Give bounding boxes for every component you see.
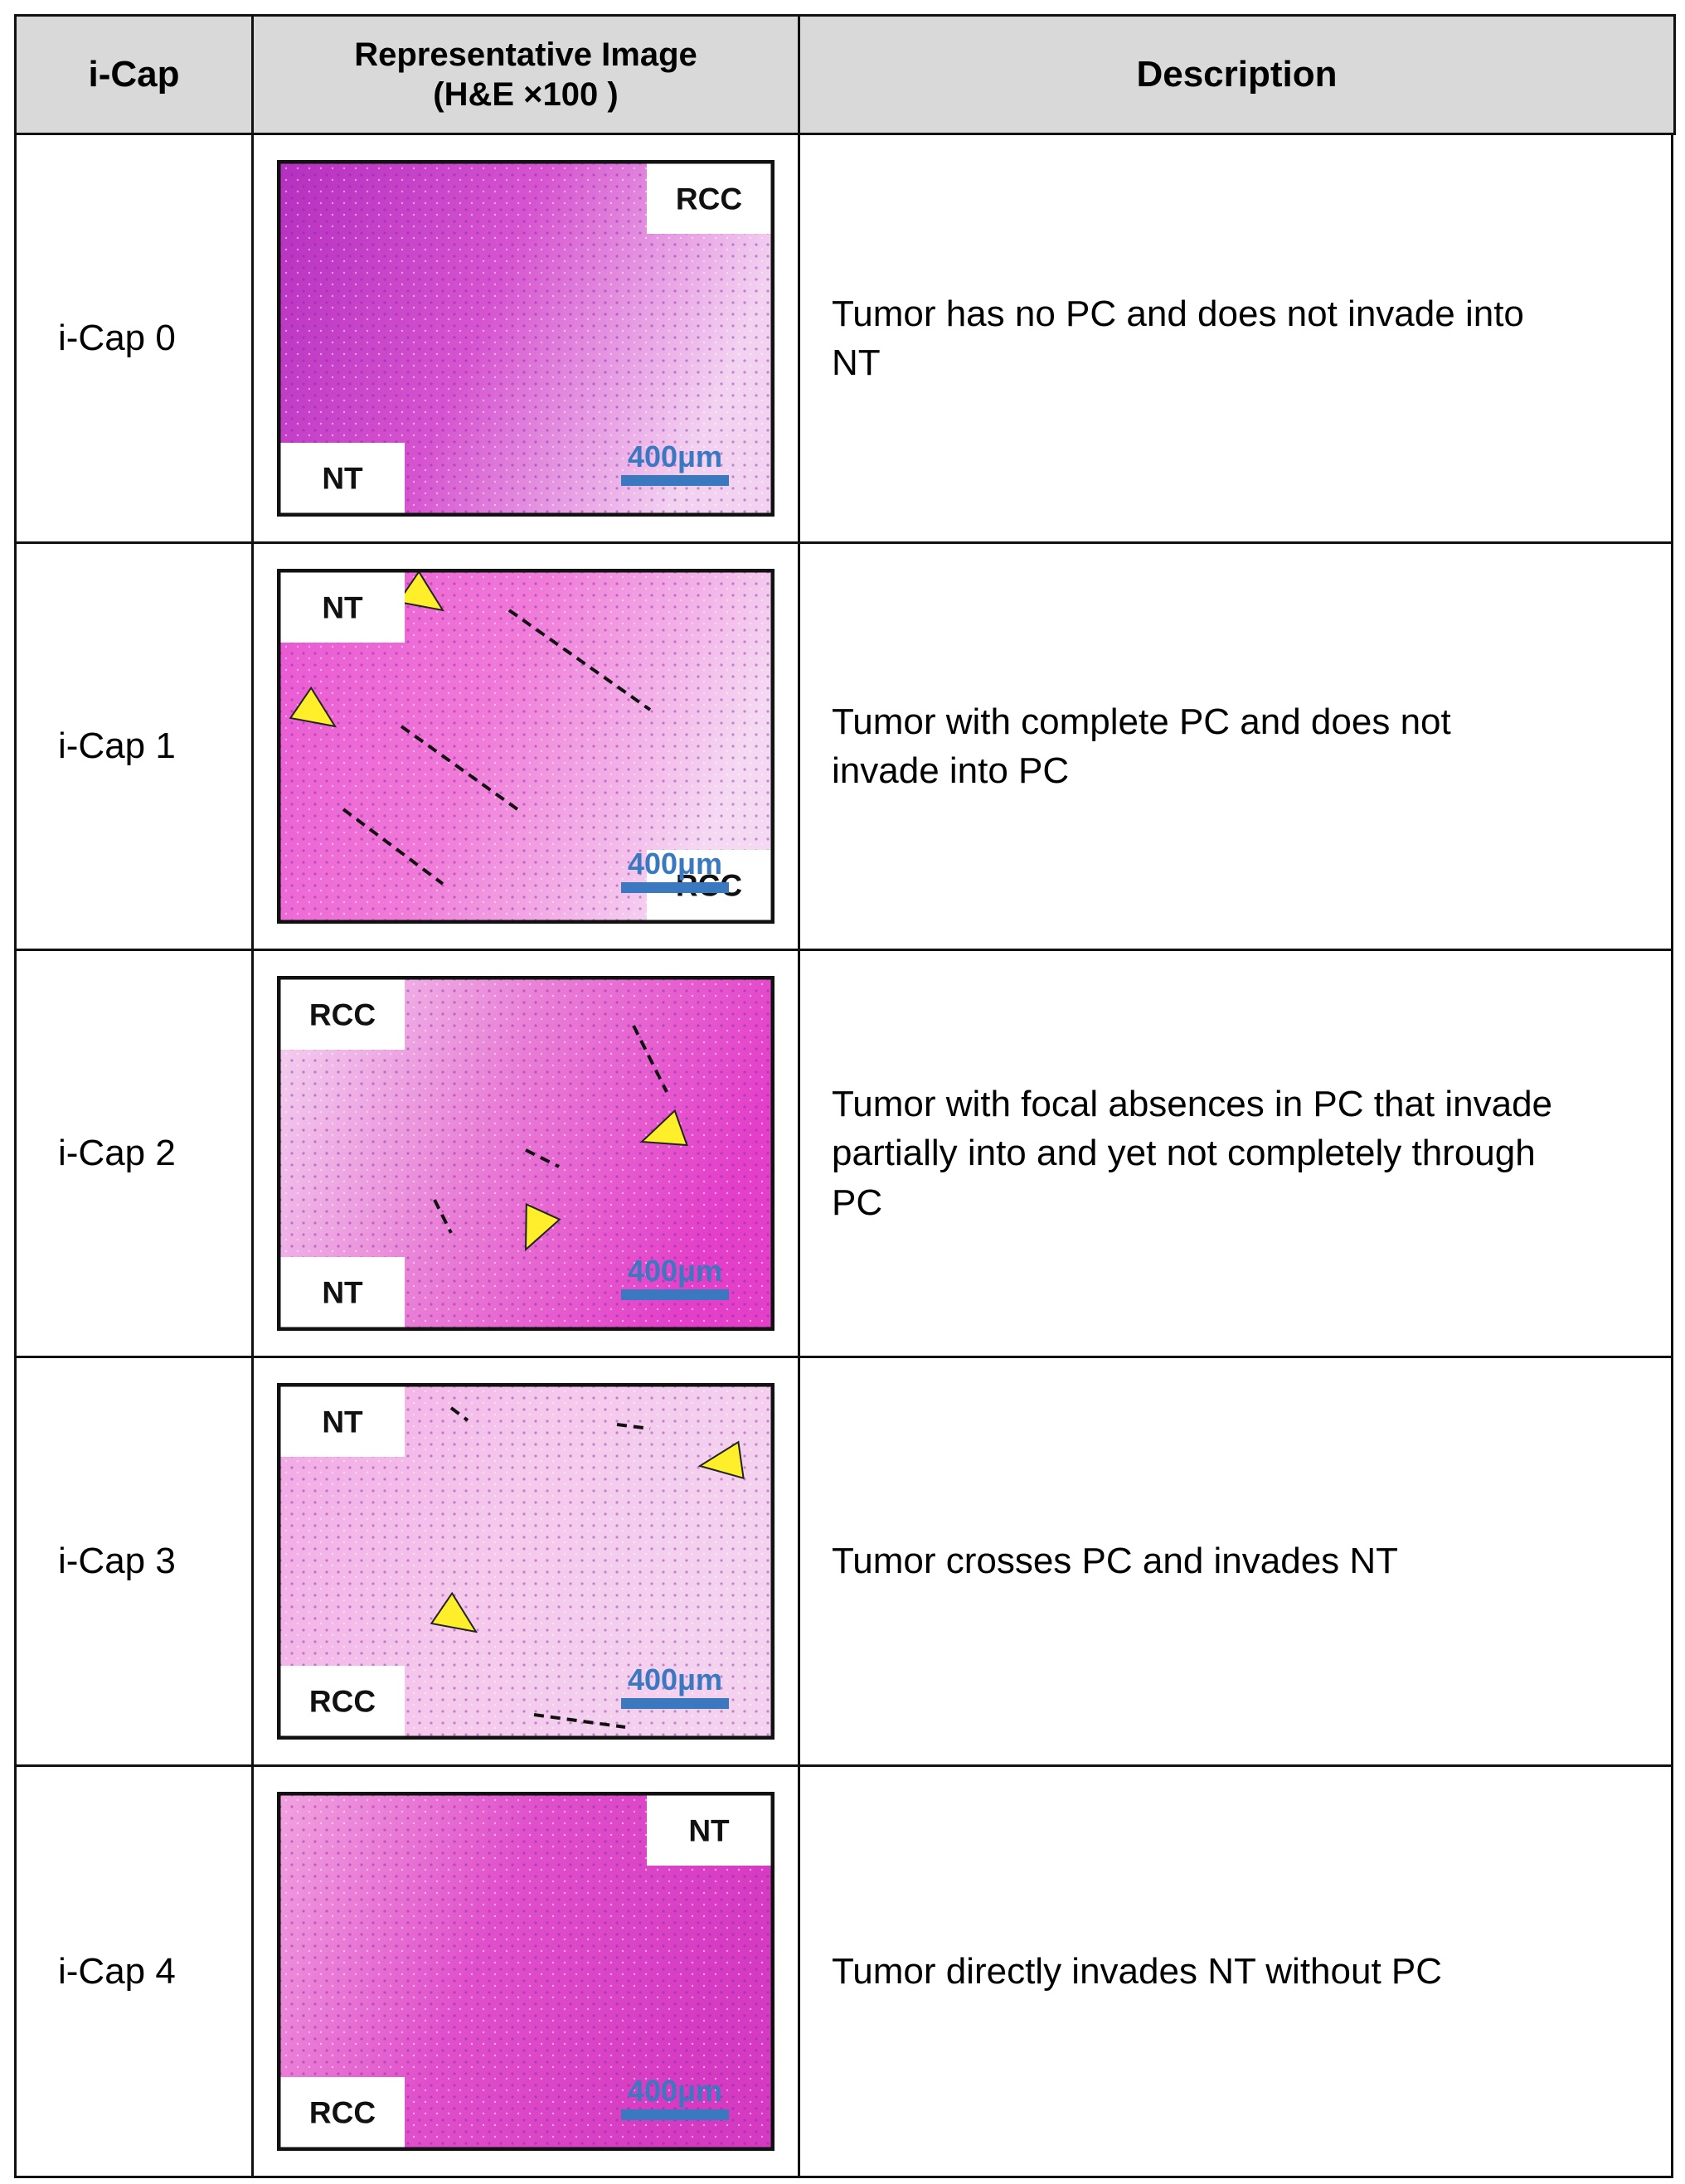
label-box bbox=[280, 2077, 405, 2148]
arrow bbox=[289, 686, 337, 728]
label-box bbox=[280, 572, 405, 643]
description: Tumor with complete PC and does not inva… bbox=[798, 541, 1673, 951]
label-text: i-Cap 4 bbox=[58, 1950, 176, 1992]
scale-bar bbox=[621, 1289, 729, 1300]
arrowhead bbox=[430, 1591, 478, 1633]
histology-image: RCC NT 400μm bbox=[277, 976, 775, 1331]
arrow bbox=[396, 570, 445, 612]
scale-label: 400μm bbox=[628, 2074, 722, 2108]
label-text: i-Cap 1 bbox=[58, 726, 176, 766]
scale-label: 400μm bbox=[628, 1254, 722, 1288]
capsule-line bbox=[342, 808, 444, 886]
image-cell: NT RCC 400μm bbox=[251, 1356, 800, 1767]
capsule-line bbox=[433, 1199, 453, 1234]
row-label: i-Cap 2 bbox=[14, 949, 254, 1358]
header-text: Description bbox=[1136, 54, 1338, 95]
row-label: i-Cap 3 bbox=[14, 1356, 254, 1767]
image-cell: NT RCC 400μm bbox=[251, 1764, 800, 2178]
arrow bbox=[524, 1202, 561, 1252]
label-box bbox=[647, 1795, 771, 1866]
scale-label: 400μm bbox=[628, 847, 722, 881]
label-box bbox=[280, 1666, 405, 1736]
scale-bar bbox=[621, 1698, 729, 1709]
scale-bar bbox=[621, 2109, 729, 2120]
scale-label: 400μm bbox=[628, 439, 722, 473]
description-text: Tumor with complete PC and does not inva… bbox=[832, 701, 1451, 791]
header-text: (H&E ×100 ) bbox=[433, 76, 619, 113]
arrow bbox=[697, 1440, 745, 1480]
arrowhead bbox=[396, 570, 445, 612]
description: Tumor with focal absences in PC that inv… bbox=[798, 949, 1673, 1358]
label-box bbox=[280, 1257, 405, 1327]
region-label: NT bbox=[688, 1814, 730, 1848]
description-text: Tumor has no PC and does not invade into… bbox=[832, 293, 1524, 383]
image-frame bbox=[277, 976, 775, 1331]
row-label: i-Cap 4 bbox=[14, 1764, 254, 2178]
row-label: i-Cap 0 bbox=[14, 133, 254, 544]
label-text: i-Cap 2 bbox=[58, 1133, 176, 1173]
capsule-line bbox=[449, 1406, 469, 1422]
region-label: NT bbox=[322, 1276, 363, 1310]
histology-image: RCC NT 400μm bbox=[277, 160, 775, 517]
row-label: i-Cap 1 bbox=[14, 541, 254, 951]
capsule-line bbox=[400, 725, 519, 811]
label-box bbox=[280, 979, 405, 1050]
header-cell: Representative Image (H&E ×100 ) bbox=[251, 14, 800, 135]
description-text: Tumor directly invades NT without PC bbox=[832, 1950, 1443, 1992]
description-text: Tumor crosses PC and invades NT bbox=[832, 1541, 1399, 1582]
label-box bbox=[280, 1386, 405, 1457]
label-box bbox=[647, 163, 771, 234]
description: Tumor has no PC and does not invade into… bbox=[798, 133, 1673, 544]
header-cell: i-Cap bbox=[14, 14, 254, 135]
region-label: NT bbox=[322, 462, 363, 496]
histology-image: NT RCC 400μm bbox=[277, 1792, 775, 2151]
scale-label: 400μm bbox=[628, 1662, 722, 1696]
arrowhead bbox=[639, 1109, 688, 1147]
image-frame bbox=[277, 1383, 775, 1740]
description: Tumor crosses PC and invades NT bbox=[798, 1356, 1673, 1767]
region-label: RCC bbox=[676, 182, 742, 216]
label-text: i-Cap 3 bbox=[58, 1541, 176, 1581]
header-text: i-Cap bbox=[88, 54, 180, 95]
description: Tumor directly invades NT without PC bbox=[798, 1764, 1673, 2178]
region-label: RCC bbox=[309, 998, 376, 1032]
capsule-line bbox=[525, 1148, 560, 1168]
label-text: i-Cap 0 bbox=[58, 318, 176, 358]
image-cell: RCC NT 400μm bbox=[251, 949, 800, 1358]
image-frame bbox=[277, 1792, 775, 2151]
header-text: Representative Image bbox=[354, 36, 697, 73]
scale-bar bbox=[621, 475, 729, 486]
region-label: RCC bbox=[309, 1685, 376, 1719]
region-label: NT bbox=[322, 1405, 363, 1439]
image-frame bbox=[277, 160, 775, 517]
arrow bbox=[430, 1591, 478, 1633]
histology-image: NT RCC 400μm bbox=[277, 1383, 775, 1740]
arrow bbox=[639, 1109, 688, 1147]
scale-bar bbox=[621, 882, 729, 893]
capsule-line bbox=[507, 609, 652, 711]
description-text: Tumor with focal absences in PC that inv… bbox=[832, 1083, 1553, 1223]
arrowhead bbox=[289, 686, 337, 728]
capsule-line bbox=[616, 1423, 651, 1430]
capsule-line bbox=[632, 1025, 668, 1093]
region-label: RCC bbox=[309, 2096, 376, 2130]
region-label: NT bbox=[322, 591, 363, 625]
image-cell: RCC NT 400μm bbox=[251, 133, 800, 544]
header-cell: Description bbox=[798, 14, 1676, 135]
arrowhead bbox=[524, 1202, 561, 1252]
label-box bbox=[280, 443, 405, 513]
image-frame bbox=[277, 569, 775, 924]
arrowhead bbox=[697, 1440, 745, 1480]
